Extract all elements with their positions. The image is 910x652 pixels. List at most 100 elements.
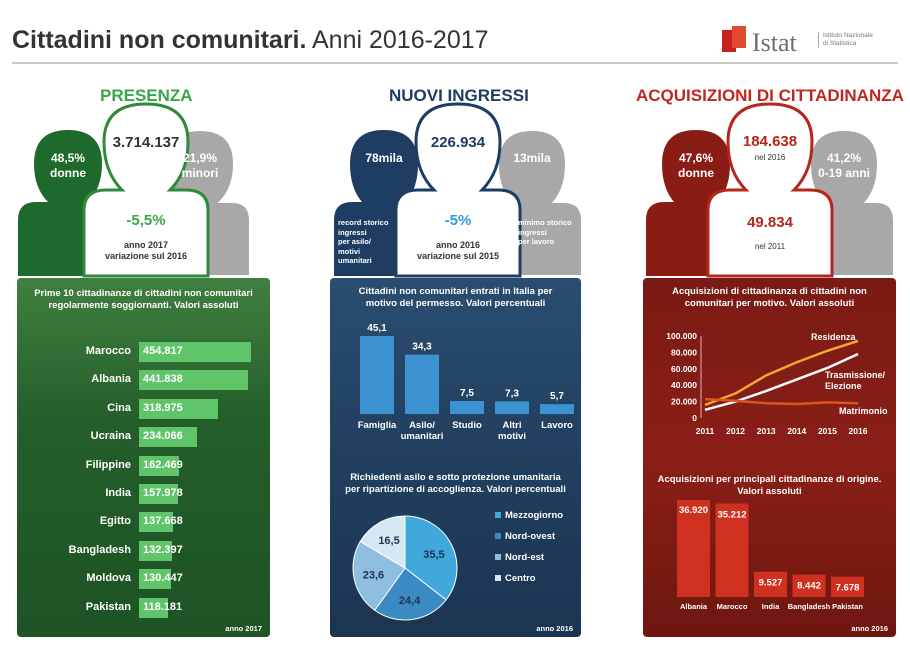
note-line: per asilo/ <box>338 237 371 246</box>
tick-label: Marocco <box>717 602 748 611</box>
section-title-acquisizioni: ACQUISIZIONI DI CITTADINANZA <box>636 86 904 105</box>
presenza-total: 3.714.137 <box>112 134 180 151</box>
x-tick-label: 2015 <box>818 426 837 436</box>
bar-value-label: 7,5 <box>460 388 474 399</box>
bar <box>139 512 173 533</box>
tick-label: Studio <box>452 420 482 431</box>
acq-right: 41,2% 0-19 anni <box>812 151 876 181</box>
y-tick-label: 20.000 <box>671 397 697 407</box>
bar-value-label: 36.920 <box>679 505 708 516</box>
series-line <box>704 397 859 406</box>
acq-right-value: 41,2% <box>826 151 862 165</box>
nuovi-left-note: record storico ingressi per asilo/motivi um… <box>338 218 398 266</box>
pie-value-label: 23,6 <box>363 570 384 582</box>
bar <box>139 427 197 448</box>
presenza-left-label: donne <box>50 166 86 180</box>
page-title-bold: Cittadini non comunitari. <box>12 26 307 54</box>
pie-value-label: 16,5 <box>378 535 399 547</box>
tick-label: Altri <box>503 420 522 431</box>
line-chart: 100.000 80.000 60.000 40.000 20.000 0 2011 2012… <box>666 331 888 436</box>
x-tick-label: 2011 <box>696 426 715 436</box>
bar <box>831 576 864 597</box>
logo-square-icon <box>732 26 746 48</box>
acq-second: 49.834 <box>747 214 793 231</box>
acquisizioni-figures <box>646 102 895 278</box>
series-line <box>704 352 859 412</box>
note-line: minimo storico <box>518 218 572 227</box>
bar-value-label: 5,7 <box>550 391 564 402</box>
title-divider <box>12 62 898 64</box>
pie-value-label: 35,5 <box>423 549 444 561</box>
presenza-right-value: 21,9% <box>182 151 218 165</box>
nuovi-change-note-1: anno 2016 <box>435 240 481 250</box>
panel-presenza: Prime 10 cittadinanze di cittadini non c… <box>17 278 270 637</box>
x-tick-label: 2013 <box>757 426 776 436</box>
bar <box>139 569 172 590</box>
presenza-figures <box>18 102 251 278</box>
panel-source: anno 2016 <box>536 624 573 633</box>
tick-label: Pakistan <box>832 602 863 611</box>
note-line: per lavoro <box>518 237 555 246</box>
presenza-left: 48,5% donne <box>36 151 100 181</box>
note-line: ingressi <box>338 227 367 237</box>
tick-label: India <box>762 602 780 611</box>
y-tick-label: 80.000 <box>671 347 697 357</box>
note-line: umanitari <box>338 256 372 265</box>
chart-title: Richiedenti asilo e sotto protezione uma… <box>345 472 566 495</box>
legend-label: Mezzogiorno <box>505 510 563 521</box>
bar-chart-acquisizioni: 36.920 Albania 35.212 Marocco 9.527 India 8.44… <box>677 500 864 611</box>
x-tick-label: 2016 <box>849 426 868 436</box>
bar-value-label: 234.066 <box>143 430 183 443</box>
page-title-rest: Anni 2016-2017 <box>306 26 489 54</box>
bar <box>139 398 218 419</box>
bar <box>754 571 787 597</box>
bar-value-label: 318.975 <box>143 401 183 414</box>
acq-total-note: nel 2016 <box>754 153 786 162</box>
legend-swatch <box>495 554 501 560</box>
bar-value-label: 454.817 <box>143 345 183 357</box>
legend-swatch <box>495 575 501 581</box>
legend-swatch <box>495 533 501 539</box>
note-line: motivi <box>338 246 361 256</box>
acq-total: 184.638 <box>742 133 798 150</box>
bar-category-label: Bangladesh <box>68 543 131 556</box>
legend-label: Nord-ovest <box>505 531 556 542</box>
person-center-icon <box>82 102 210 278</box>
section-title-presenza: PRESENZA <box>100 86 193 105</box>
tick-label: Albania <box>680 602 708 611</box>
vertical-bar-chart: 45,1 Famiglia 34,3 Asilo/umanitari 7,5 Studio… <box>358 323 574 442</box>
bar-category-label: Pakistan <box>85 600 131 613</box>
note-line: ingressi <box>518 227 547 237</box>
y-tick-label: 40.000 <box>671 380 697 390</box>
person-center-icon <box>394 102 522 278</box>
bar-value-label: 157.978 <box>143 487 183 499</box>
bar-category-label: Marocco <box>85 345 131 357</box>
tick-label: Lavoro <box>541 420 573 431</box>
bar-category-label: Ucraina <box>90 430 131 443</box>
pie-slice <box>352 540 406 611</box>
chart-title: Prime 10 cittadinanze di cittadini non c… <box>34 288 253 311</box>
chart-title: Cittadini non comunitari entrati in Ital… <box>358 286 553 309</box>
bar <box>139 342 251 362</box>
bar-category-label: Moldova <box>86 572 131 585</box>
presenza-left-value: 48,5% <box>50 151 86 165</box>
bar <box>715 503 749 597</box>
bar-category-label: Filippine <box>85 458 131 471</box>
series-line <box>704 339 859 407</box>
presenza-change: -5,5% <box>126 212 166 229</box>
x-tick-label: 2012 <box>726 426 745 436</box>
tick-label: Famiglia <box>358 420 397 431</box>
bar <box>139 370 248 391</box>
nuovi-right-note: minimo storico ingressi per lavoro <box>518 218 580 247</box>
series-label: Trasmissione/ <box>825 370 886 380</box>
bar-value-label: 137.668 <box>143 515 183 528</box>
y-tick-label: 0 <box>692 413 697 423</box>
nuovi-change-note-2: variazione sul 2015 <box>416 251 500 261</box>
pie-chart: 35,5 24,4 23,6 16,5 Mezzogiorno Nord-ovest Nor… <box>352 510 563 621</box>
nuovi-figures <box>334 102 583 278</box>
nuovi-right-value: 13mila <box>513 151 551 165</box>
bar <box>540 404 574 414</box>
pie-slice <box>374 567 447 621</box>
bar-value-label: 35.212 <box>717 510 746 521</box>
istat-logo: Istat Istituto Nazionale di Statistica <box>722 26 892 57</box>
